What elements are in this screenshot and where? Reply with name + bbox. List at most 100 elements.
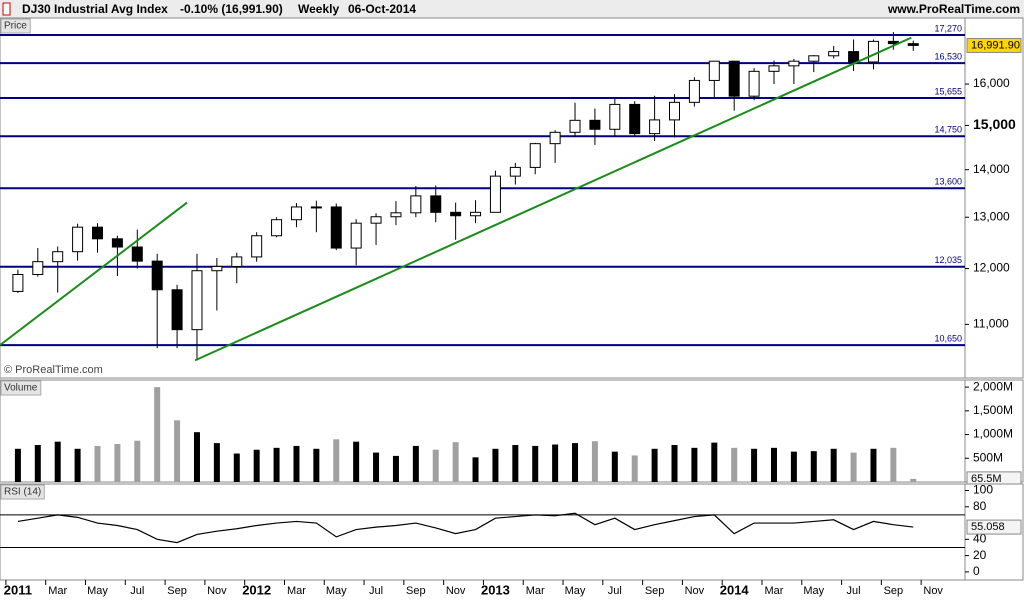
x-tick-label: May — [803, 585, 824, 597]
x-tick-label: 2011 — [4, 582, 32, 597]
candle-body — [549, 131, 561, 145]
volume-bar — [213, 443, 220, 482]
panel-title-box — [0, 18, 31, 34]
volume-bar — [233, 453, 240, 482]
level-label: 17,270 — [934, 23, 962, 33]
candle-body — [529, 143, 541, 168]
candle-body — [450, 211, 462, 217]
change: -0.10% (16,991.90) — [180, 2, 283, 16]
candle-body — [569, 119, 581, 133]
candle-body — [171, 289, 183, 331]
y-tick-label: 500M — [973, 450, 1003, 464]
volume-bar — [770, 447, 777, 482]
panel-frame — [0, 483, 966, 581]
site: www.ProRealTime.com — [887, 2, 1020, 16]
candle-body — [509, 166, 521, 177]
candle-body — [649, 119, 661, 135]
candle-body — [708, 60, 720, 81]
period: Weekly — [298, 2, 339, 16]
candle-body — [52, 251, 64, 263]
y-tick-label: 16,000 — [973, 76, 1010, 90]
volume-bar — [910, 478, 917, 482]
volume-bar — [293, 445, 300, 482]
current-box — [966, 519, 1022, 535]
candle-body — [430, 195, 442, 213]
volume-bar — [273, 447, 280, 482]
candle-body — [72, 226, 84, 253]
candle-body — [370, 216, 382, 224]
x-tick-label: Mar — [48, 585, 67, 597]
candle-body — [609, 103, 621, 130]
symbol: DJ30 Industrial Avg Index — [22, 2, 168, 16]
candle-body — [231, 256, 243, 267]
x-tick-label: Mar — [287, 585, 306, 597]
volume-bar — [154, 387, 161, 482]
candle-body — [32, 261, 44, 275]
candle-body — [907, 43, 919, 46]
x-tick-label: Nov — [207, 585, 227, 597]
volume-bar — [74, 448, 81, 482]
x-tick-label: Mar — [765, 585, 784, 597]
volume-bar — [193, 432, 200, 482]
y-tick-label: 12,000 — [973, 261, 1010, 275]
volume-bar — [14, 448, 21, 482]
panel-title: Volume — [4, 383, 38, 394]
volume-bar — [34, 444, 41, 482]
panel-title: Price — [4, 21, 27, 32]
current-box — [966, 37, 1022, 53]
candle-body — [589, 119, 601, 130]
volume-bar — [134, 440, 141, 482]
volume-bar — [870, 448, 877, 482]
x-tick-label: Mar — [526, 585, 545, 597]
trendline — [194, 36, 912, 362]
y-tick-label: 20 — [973, 548, 987, 562]
level-label: 12,035 — [934, 255, 962, 265]
x-tick-label: Nov — [446, 585, 466, 597]
candle-body — [290, 206, 302, 221]
x-tick-label: Jul — [847, 585, 861, 597]
volume-bar — [492, 448, 499, 482]
candle-body — [12, 273, 24, 292]
volume-bar — [512, 444, 519, 482]
y-tick-label: 11,000 — [973, 317, 1009, 331]
y-tick-label: 1,500M — [973, 403, 1013, 417]
header-bar — [0, 0, 1024, 18]
current-label: 16,991.90 — [971, 39, 1020, 51]
candle-body — [788, 60, 800, 67]
x-tick-label: Sep — [406, 585, 426, 597]
panel-title: RSI (14) — [4, 487, 41, 498]
panel-title-box — [0, 484, 45, 500]
volume-bar — [850, 452, 857, 482]
trendline — [0, 201, 188, 346]
candle-body — [211, 265, 223, 272]
candle-body — [131, 246, 143, 262]
level-label: 16,530 — [934, 52, 962, 62]
candle-body — [410, 195, 422, 214]
candle-body — [251, 235, 263, 258]
volume-bar — [333, 439, 340, 482]
candle-body — [728, 60, 740, 97]
y-tick-label: 13,000 — [973, 209, 1010, 223]
level-label: 15,655 — [934, 86, 962, 96]
level-label: 14,750 — [934, 125, 962, 135]
x-tick-label: 2013 — [481, 582, 510, 597]
volume-bar — [651, 448, 658, 482]
candle-body — [470, 211, 482, 217]
candle-body — [688, 79, 700, 103]
x-tick-label: Sep — [645, 585, 665, 597]
volume-bar — [691, 447, 698, 482]
x-tick-label: Nov — [923, 585, 943, 597]
watermark: © ProRealTime.com — [4, 364, 103, 376]
volume-bar — [790, 451, 797, 482]
candle-body — [669, 101, 681, 121]
date: 06-Oct-2014 — [348, 2, 416, 16]
candle-body — [111, 238, 123, 248]
level-label: 13,600 — [934, 177, 962, 187]
y-tick-label: 2,000M — [973, 379, 1013, 393]
y-tick-label: 100 — [973, 483, 993, 497]
volume-bar — [611, 451, 618, 482]
volume-bar — [572, 443, 579, 482]
level-label: 10,650 — [934, 334, 962, 344]
app-icon — [2, 2, 11, 16]
